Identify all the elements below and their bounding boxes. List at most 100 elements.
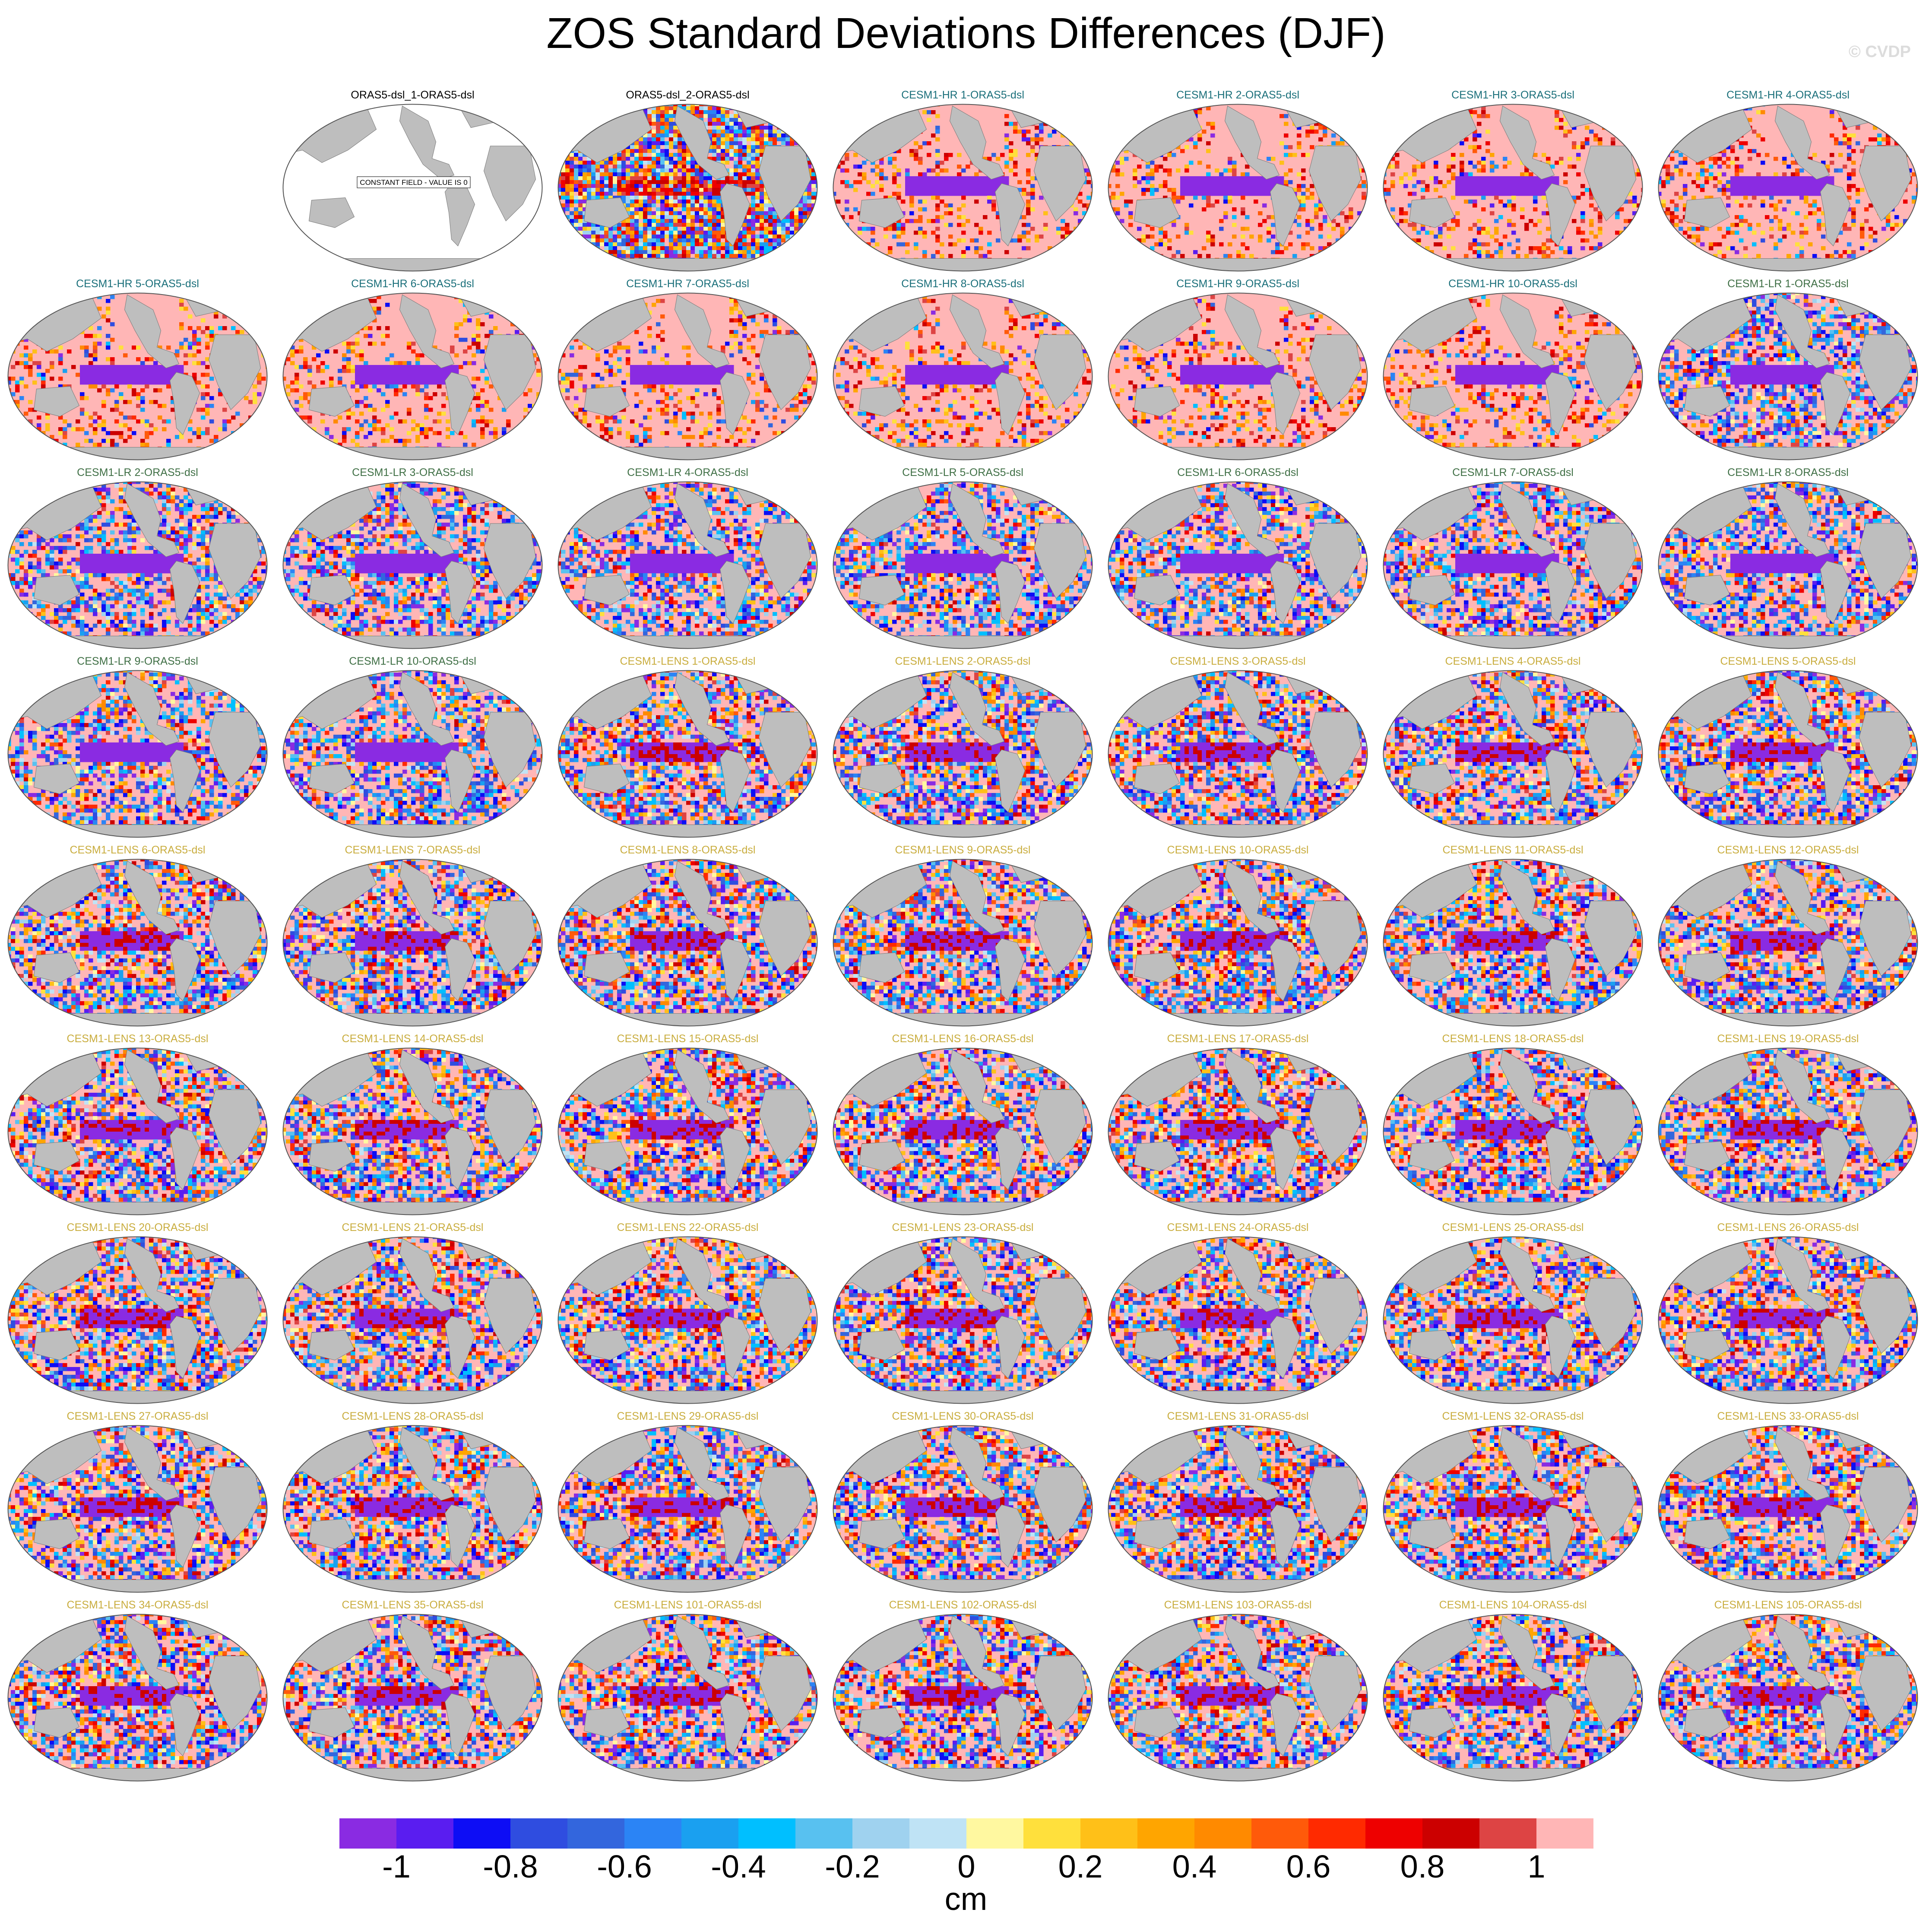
map-panel: CESM1-LENS 11-ORAS5-dsl (1375, 844, 1650, 1032)
world-map (1657, 669, 1919, 839)
land-mass (283, 825, 542, 837)
ocean-field (832, 669, 1094, 839)
land-mass (1109, 1580, 1368, 1592)
ocean-field (1382, 1235, 1644, 1405)
panel-title: CESM1-LENS 14-ORAS5-dsl (275, 1032, 550, 1045)
colorbar-segment (1536, 1818, 1593, 1849)
panel-title: CESM1-LENS 34-ORAS5-dsl (0, 1598, 275, 1611)
map-panel: CESM1-LENS 24-ORAS5-dsl (1100, 1221, 1375, 1410)
map-panel: CESM1-HR 2-ORAS5-dsl (1100, 89, 1375, 277)
land-mass (8, 636, 267, 649)
map-panel: CESM1-HR 10-ORAS5-dsl (1375, 277, 1650, 466)
map-panel: CESM1-LENS 17-ORAS5-dsl (1100, 1032, 1375, 1221)
world-map (6, 480, 269, 650)
land-mass (1384, 825, 1643, 837)
land-mass (1659, 1391, 1918, 1404)
ocean-field (832, 1235, 1094, 1405)
map-panel: CESM1-LENS 28-ORAS5-dsl (275, 1410, 550, 1598)
land-mass (1109, 636, 1368, 649)
map-panel: CESM1-HR 3-ORAS5-dsl (1375, 89, 1650, 277)
map-panel: CESM1-LENS 22-ORAS5-dsl (550, 1221, 825, 1410)
world-map (282, 1612, 544, 1783)
world-map: CONSTANT FIELD - VALUE IS 0 (282, 102, 544, 273)
ocean-field (1657, 1612, 1919, 1783)
land-mass (558, 825, 817, 837)
ocean-field (832, 102, 1094, 273)
panel-title: CESM1-LENS 24-ORAS5-dsl (1100, 1221, 1375, 1234)
colorbar-tick-label: 0.6 (1274, 1846, 1343, 1887)
ocean-field (6, 1424, 269, 1594)
map-panel: CESM1-LENS 20-ORAS5-dsl (0, 1221, 275, 1410)
colorbar-segment (1194, 1818, 1252, 1849)
world-map (832, 1424, 1094, 1594)
world-map (6, 1235, 269, 1405)
ocean-field (1382, 1424, 1644, 1594)
colorbar-segment (795, 1818, 853, 1849)
panel-title: CESM1-LENS 5-ORAS5-dsl (1650, 655, 1926, 668)
map-panel: CESM1-HR 8-ORAS5-dsl (825, 277, 1100, 466)
land-mass (1659, 1580, 1918, 1592)
world-map (557, 1612, 819, 1783)
land-mass (1659, 1202, 1918, 1215)
land-mass (283, 447, 542, 460)
world-map (282, 480, 544, 650)
ocean-field (557, 1046, 819, 1217)
panel-title: CESM1-LR 8-ORAS5-dsl (1650, 466, 1926, 479)
land-mass (1109, 1014, 1368, 1026)
map-panel: CESM1-LENS 2-ORAS5-dsl (825, 655, 1100, 844)
panel-title: CESM1-LR 7-ORAS5-dsl (1375, 466, 1650, 479)
world-map (1382, 102, 1644, 273)
panel-title: CESM1-HR 7-ORAS5-dsl (550, 277, 825, 290)
map-panel: CESM1-LR 8-ORAS5-dsl (1650, 466, 1926, 655)
panel-title: CESM1-LENS 7-ORAS5-dsl (275, 844, 550, 856)
map-panel: CESM1-LENS 4-ORAS5-dsl (1375, 655, 1650, 844)
land-mass (1384, 1391, 1643, 1404)
colorbar-segment (681, 1818, 739, 1849)
land-mass (1384, 1014, 1643, 1026)
panel-title: CESM1-HR 4-ORAS5-dsl (1650, 89, 1926, 101)
map-panel: CESM1-LENS 29-ORAS5-dsl (550, 1410, 825, 1598)
land-mass (8, 1391, 267, 1404)
world-map (1382, 857, 1644, 1028)
panel-title: CESM1-LENS 102-ORAS5-dsl (825, 1598, 1100, 1611)
land-mass (1659, 1014, 1918, 1026)
panel-title: CESM1-LENS 15-ORAS5-dsl (550, 1032, 825, 1045)
world-map (832, 480, 1094, 650)
map-panel: CESM1-LENS 103-ORAS5-dsl (1100, 1598, 1375, 1787)
land-mass (1109, 1202, 1368, 1215)
land-mass (1659, 1769, 1918, 1781)
world-map (832, 1046, 1094, 1217)
colorbar-tick-label: 0.4 (1160, 1846, 1229, 1887)
land-mass (1659, 447, 1918, 460)
land-mass (8, 1202, 267, 1215)
world-map (1382, 1046, 1644, 1217)
map-panel: CESM1-HR 6-ORAS5-dsl (275, 277, 550, 466)
ocean-field (1382, 102, 1644, 273)
colorbar-units: cm (901, 1880, 1031, 1919)
panel-title: ORAS5-dsl_2-ORAS5-dsl (550, 89, 825, 101)
map-panel: CESM1-LENS 12-ORAS5-dsl (1650, 844, 1926, 1032)
colorbar-segment (567, 1818, 625, 1849)
panel-title: CESM1-LENS 28-ORAS5-dsl (275, 1410, 550, 1423)
map-panel: CESM1-LR 3-ORAS5-dsl (275, 466, 550, 655)
panel-title: CESM1-LENS 29-ORAS5-dsl (550, 1410, 825, 1423)
ocean-field (557, 1424, 819, 1594)
world-map (1107, 1424, 1369, 1594)
panel-title: CESM1-LENS 12-ORAS5-dsl (1650, 844, 1926, 856)
panel-title: CESM1-HR 5-ORAS5-dsl (0, 277, 275, 290)
ocean-field (1657, 480, 1919, 650)
world-map (1382, 1612, 1644, 1783)
land-mass (1384, 259, 1643, 271)
land-mass (833, 1391, 1093, 1404)
world-map (1382, 669, 1644, 839)
map-panel: CESM1-LENS 16-ORAS5-dsl (825, 1032, 1100, 1221)
colorbar-segment (1080, 1818, 1138, 1849)
ocean-field (557, 1612, 819, 1783)
world-map (1107, 1612, 1369, 1783)
land-mass (1109, 447, 1368, 460)
panel-title: CESM1-LENS 19-ORAS5-dsl (1650, 1032, 1926, 1045)
land-mass (1109, 1769, 1368, 1781)
world-map (1382, 1424, 1644, 1594)
colorbar-segment (453, 1818, 511, 1849)
ocean-field (282, 669, 544, 839)
